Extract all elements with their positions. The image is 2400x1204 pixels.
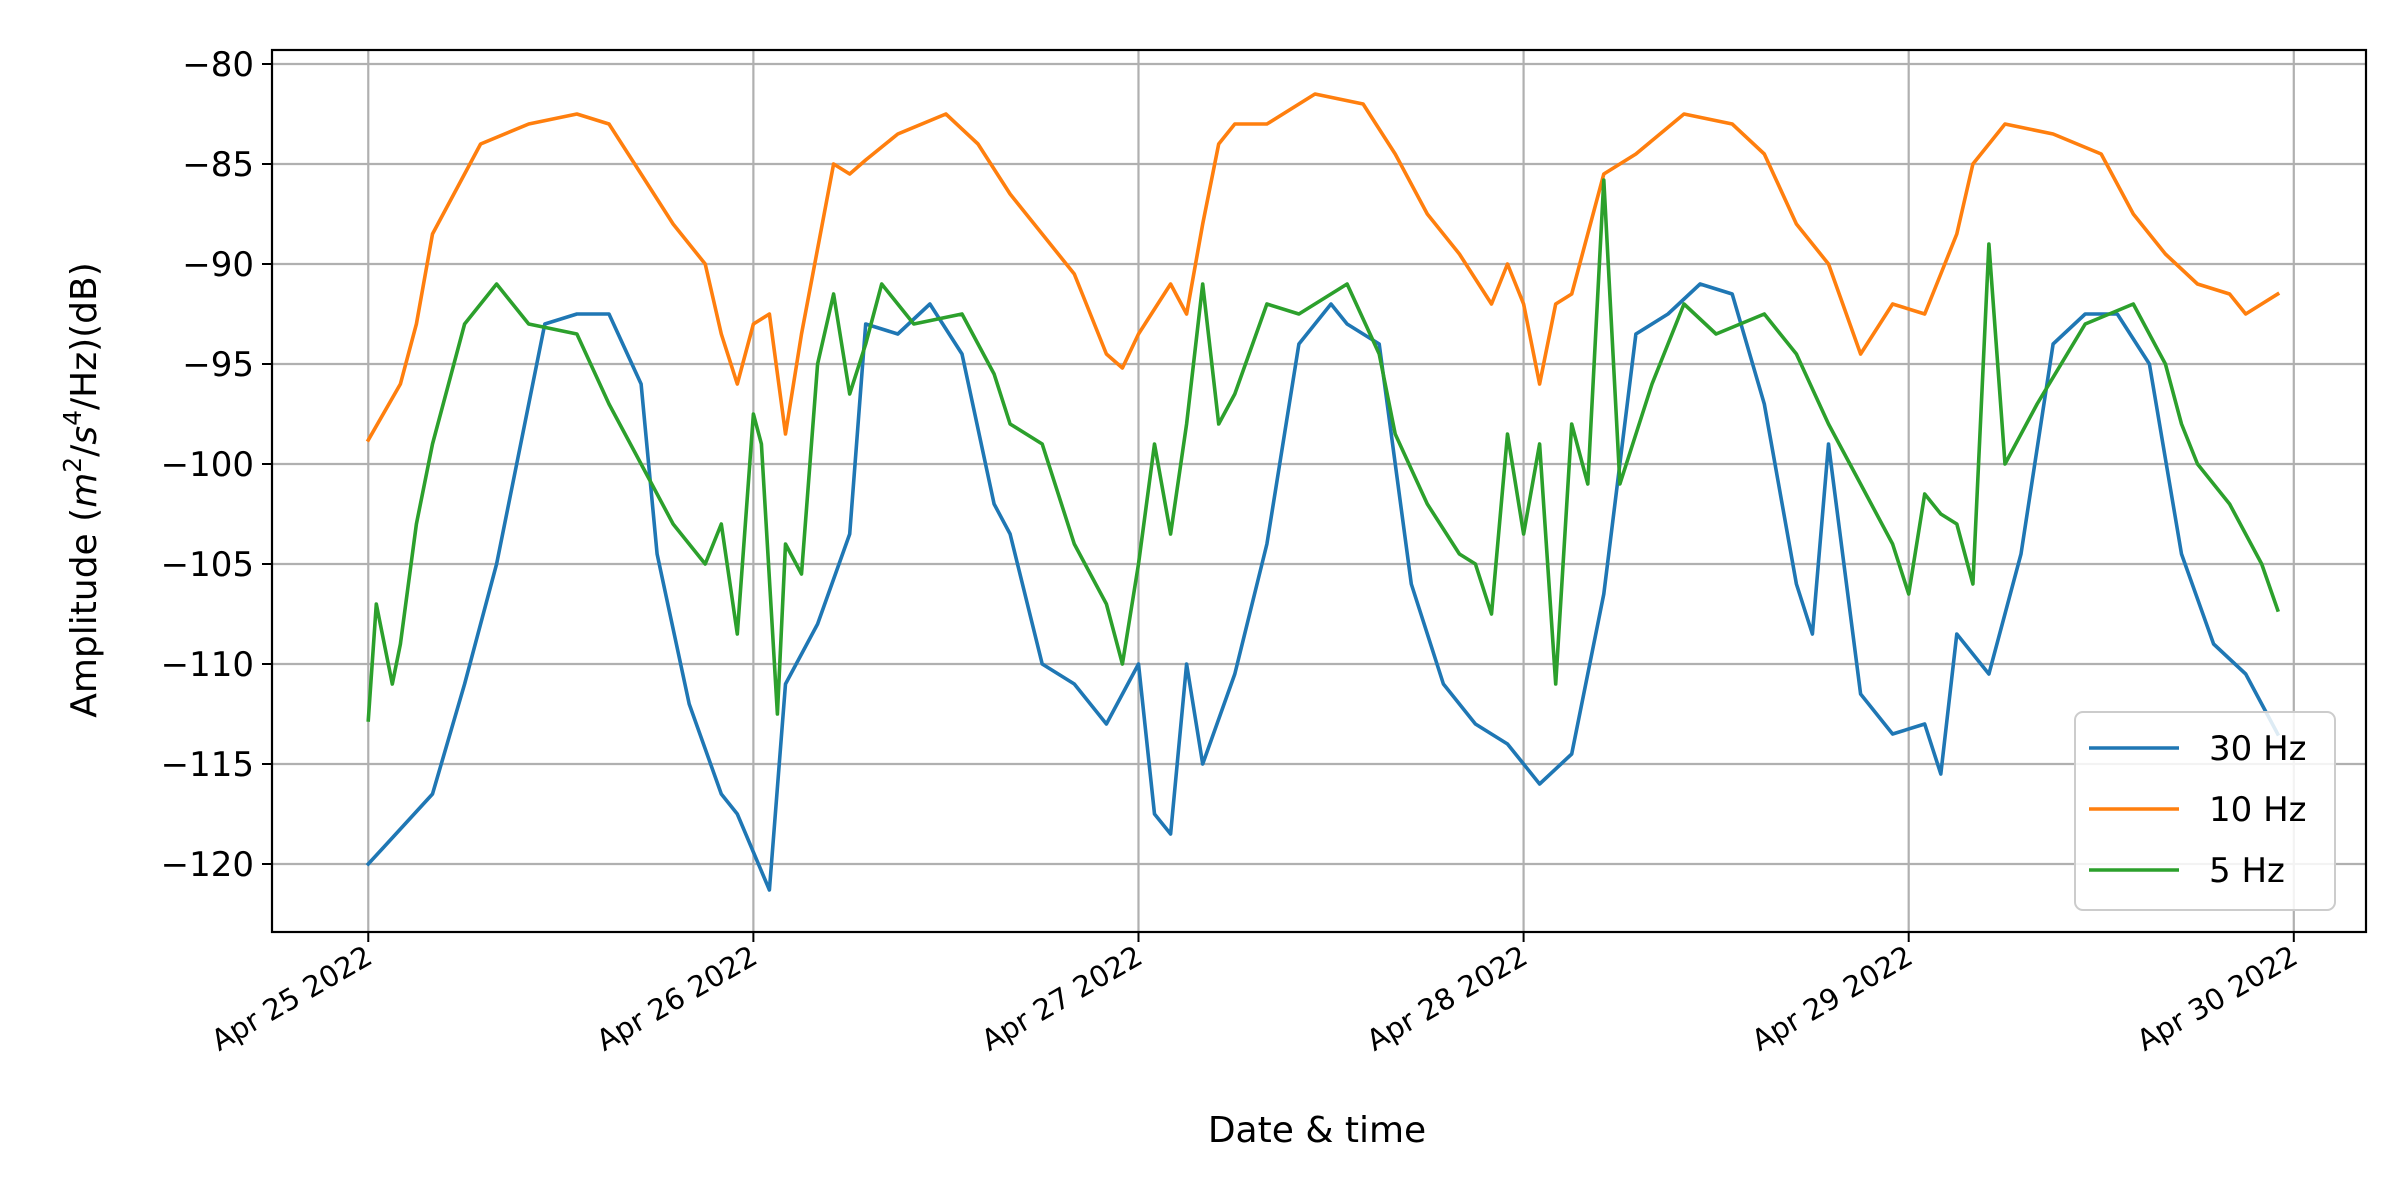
y-tick-label: −95 — [182, 345, 254, 385]
series-line-5-hz — [366, 178, 2280, 722]
plot-area-frame — [270, 48, 2368, 934]
y-tick-label: −85 — [182, 145, 254, 185]
x-axis-label: Date & time — [1208, 1110, 1426, 1151]
legend-label-30-hz: 30 Hz — [2209, 729, 2306, 769]
series-line-30-hz — [365, 282, 2281, 892]
legend: 30 Hz 10 Hz 5 Hz — [2074, 711, 2336, 911]
y-tick-label: −80 — [182, 45, 254, 85]
y-tick-label: −90 — [182, 245, 254, 285]
y-tick-label: −110 — [161, 645, 254, 685]
grid-layer — [272, 50, 2366, 932]
y-tick-label: −105 — [161, 545, 254, 585]
y-tick-label: −100 — [161, 445, 254, 485]
y-axis-label: Amplitude (m2/s4/Hz)(dB) — [58, 262, 105, 718]
series-layer — [365, 92, 2281, 892]
legend-label-10-hz: 10 Hz — [2209, 790, 2306, 830]
y-tick-label: −120 — [161, 845, 254, 885]
legend-box — [2074, 711, 2336, 911]
series-line-10-hz — [365, 92, 2281, 443]
y-tick-label: −115 — [161, 745, 254, 785]
legend-label-5-hz: 5 Hz — [2209, 851, 2285, 891]
